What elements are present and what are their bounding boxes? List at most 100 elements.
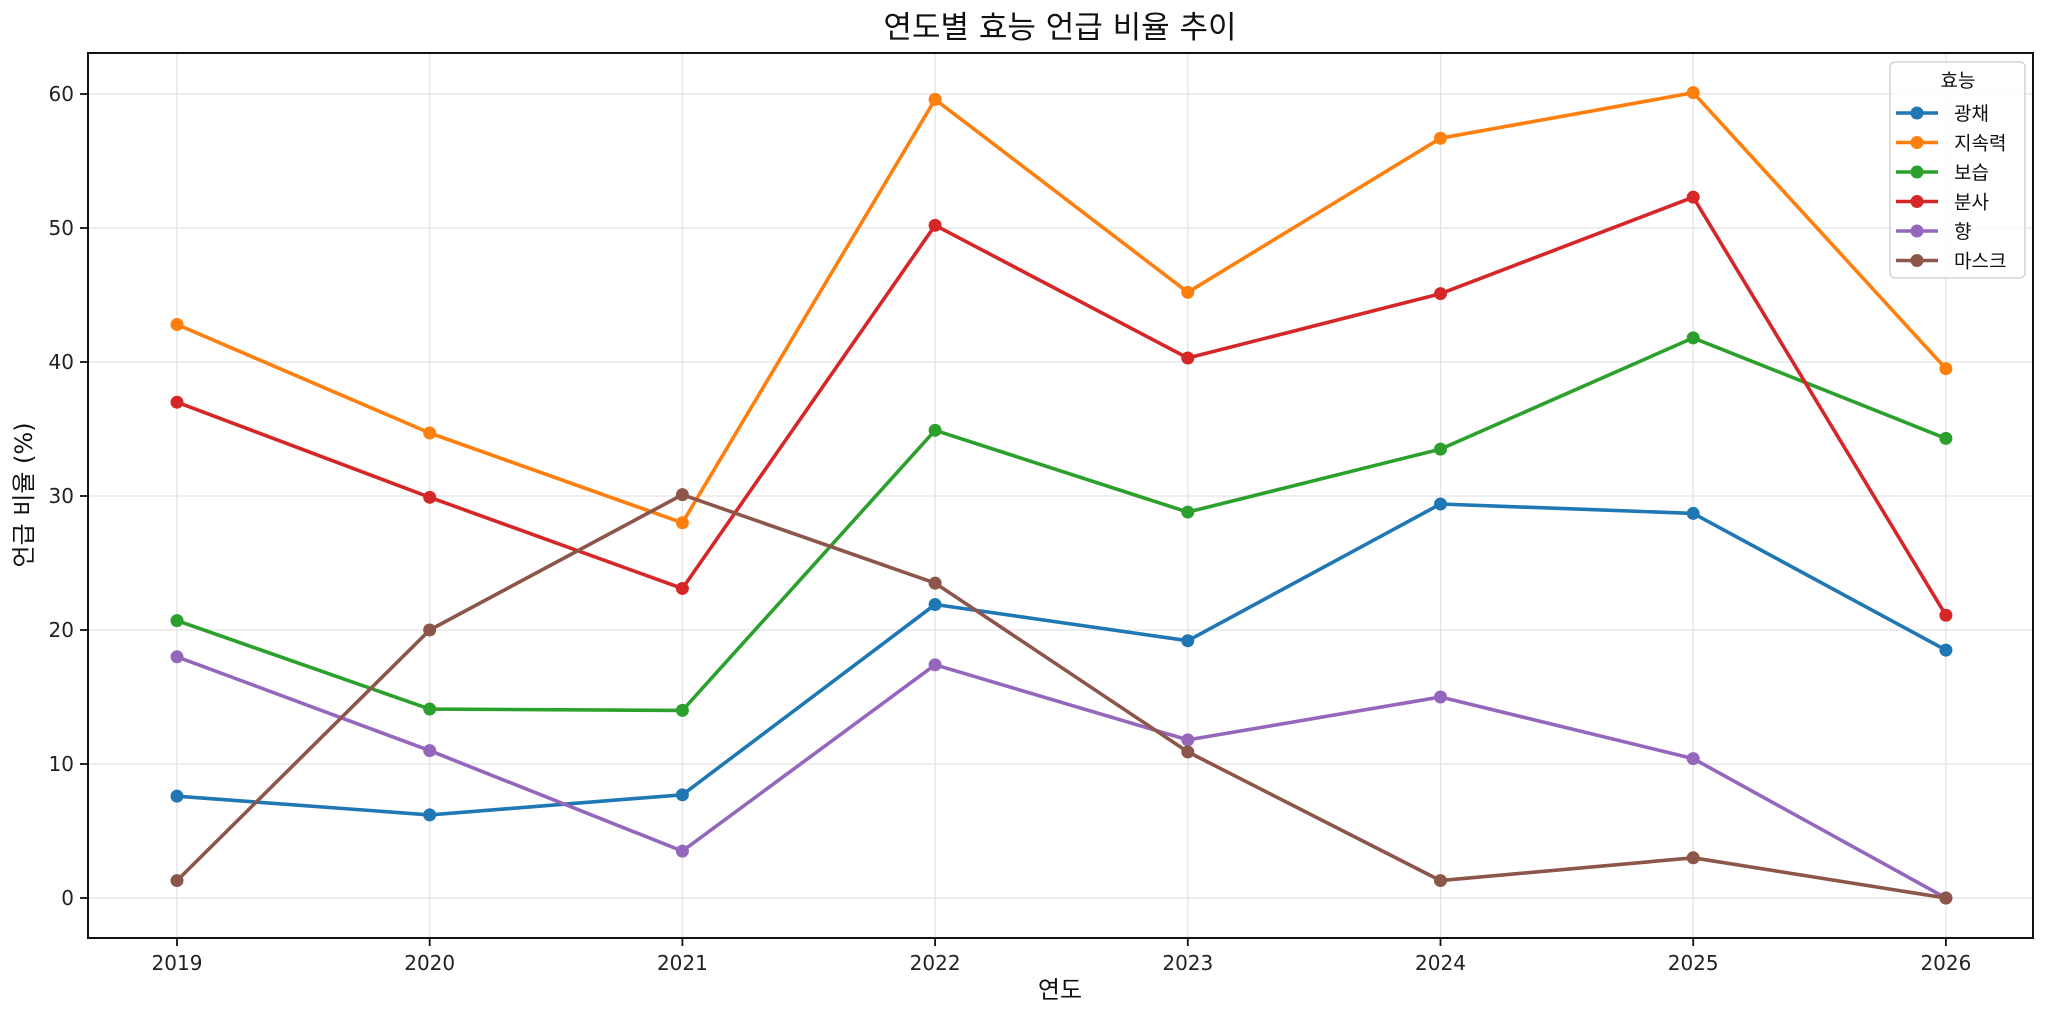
data-point-marker — [170, 789, 184, 803]
data-point-marker — [1686, 190, 1700, 204]
data-point-marker — [170, 614, 184, 628]
legend-label: 광채 — [1954, 103, 1989, 125]
axis-ticks: 2019 2020 2021 2022 2023 2024 2025 2026 0 10 20 30 4… — [49, 82, 1972, 975]
series-3 — [170, 190, 1953, 622]
data-point-marker — [675, 581, 689, 595]
series-line — [175, 492, 1948, 900]
data-point-marker — [675, 844, 689, 858]
legend-title: 효능 — [1941, 70, 1976, 92]
data-point-marker — [1686, 851, 1700, 865]
data-point-marker — [170, 650, 184, 664]
series-2 — [170, 331, 1953, 717]
y-tick-label: 60 — [49, 82, 74, 106]
data-point-marker — [1181, 505, 1195, 519]
x-tick-label: 2026 — [1920, 951, 1971, 975]
data-point-marker — [1434, 497, 1447, 511]
data-point-marker — [1939, 431, 1953, 445]
data-point-marker — [1939, 643, 1953, 657]
legend-marker-icon — [1910, 136, 1924, 149]
data-point-marker — [170, 395, 184, 409]
y-axis-label: 언급 비율 (%) — [10, 422, 38, 567]
series-0 — [170, 497, 1953, 822]
data-point-marker — [170, 317, 184, 331]
legend-item: 광채 — [1896, 103, 1989, 125]
data-point-marker — [675, 788, 689, 802]
data-point-marker — [1939, 608, 1953, 622]
x-tick-label: 2023 — [1162, 951, 1213, 975]
data-point-marker — [1434, 442, 1447, 456]
legend-marker-icon — [1910, 195, 1924, 208]
legend-label: 보습 — [1954, 162, 1989, 184]
data-point-marker — [928, 218, 942, 232]
legend-label: 향 — [1954, 221, 1971, 243]
series-line — [175, 502, 1948, 817]
x-axis-label: 연도 — [1038, 976, 1082, 1004]
data-point-marker — [928, 576, 942, 590]
y-tick-label: 10 — [49, 752, 74, 776]
data-point-marker — [1434, 874, 1447, 888]
y-tick-label: 30 — [49, 484, 74, 508]
data-point-marker — [928, 658, 942, 672]
y-tick-label: 50 — [49, 216, 74, 240]
x-tick-label: 2020 — [404, 951, 455, 975]
x-tick-label: 2019 — [152, 951, 203, 975]
data-point-marker — [1181, 745, 1195, 759]
series-5 — [170, 488, 1953, 905]
data-point-marker — [1181, 285, 1195, 299]
legend-marker-icon — [1910, 224, 1924, 238]
data-point-marker — [1686, 331, 1700, 345]
data-point-marker — [170, 874, 184, 888]
data-point-marker — [423, 702, 437, 716]
y-tick-label: 40 — [49, 350, 74, 374]
data-point-marker — [423, 623, 437, 637]
data-point-marker — [423, 808, 437, 822]
x-tick-label: 2022 — [910, 951, 961, 975]
data-point-marker — [1939, 891, 1953, 905]
legend-item: 향 — [1896, 221, 1971, 243]
series-4 — [170, 650, 1953, 905]
y-tick-label: 20 — [49, 618, 74, 642]
legend-marker-icon — [1910, 254, 1924, 267]
legend-label: 마스크 — [1954, 251, 2006, 273]
data-point-marker — [675, 703, 689, 717]
data-point-marker — [928, 92, 942, 106]
grid — [88, 53, 2033, 938]
legend-box — [1889, 61, 2026, 279]
x-tick-label: 2024 — [1415, 951, 1466, 975]
data-point-marker — [1686, 86, 1700, 100]
legend-label: 분사 — [1954, 192, 1989, 214]
series-line — [175, 654, 1948, 900]
y-tick-label: 0 — [61, 886, 74, 910]
data-point-marker — [1686, 506, 1700, 520]
data-point-marker — [423, 426, 437, 440]
x-tick-label: 2021 — [657, 951, 708, 975]
series-1 — [170, 86, 1953, 530]
series-line — [175, 336, 1948, 713]
chart-title: 연도별 효능 언급 비율 추이 — [883, 10, 1236, 46]
legend-item: 보습 — [1896, 162, 1989, 184]
data-point-marker — [928, 598, 942, 612]
legend-item: 분사 — [1896, 192, 1989, 214]
series-line — [175, 195, 1948, 618]
data-point-marker — [423, 490, 437, 504]
data-point-marker — [423, 744, 437, 758]
data-point-marker — [1434, 131, 1447, 145]
series-group — [170, 86, 1953, 905]
data-point-marker — [1181, 351, 1195, 365]
data-point-marker — [928, 423, 942, 437]
data-point-marker — [675, 516, 689, 530]
legend-item: 마스크 — [1896, 251, 2006, 273]
data-point-marker — [1434, 690, 1447, 704]
legend-marker-icon — [1910, 106, 1924, 120]
legend-item: 지속력 — [1896, 133, 2006, 155]
data-point-marker — [1686, 752, 1700, 766]
legend-label: 지속력 — [1954, 133, 2006, 155]
data-point-marker — [675, 488, 689, 502]
data-point-marker — [1434, 287, 1447, 301]
data-point-marker — [1181, 634, 1195, 648]
data-point-marker — [1181, 733, 1195, 747]
legend-marker-icon — [1910, 165, 1924, 179]
